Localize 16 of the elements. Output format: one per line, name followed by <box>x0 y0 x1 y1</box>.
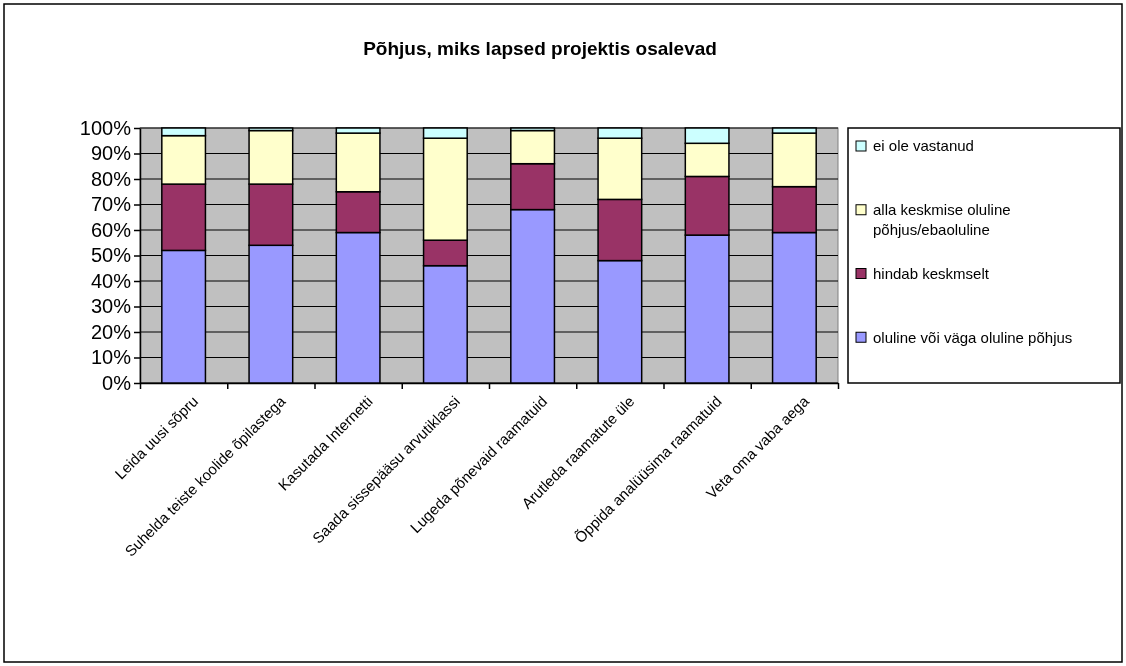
legend-label: alla keskmise oluline põhjus/ebaoluline <box>873 201 1011 238</box>
y-tick-label: 80% <box>90 167 132 190</box>
y-tick-label: 40% <box>90 269 132 292</box>
legend-label: oluline või väga oluline põhjus <box>873 328 1073 346</box>
y-tick-label: 30% <box>90 295 132 318</box>
legend-label: ei ole vastanud <box>873 137 974 155</box>
y-tick-label: 20% <box>90 320 132 343</box>
y-tick-label: 70% <box>90 193 132 216</box>
y-tick-label: 90% <box>90 142 132 165</box>
y-tick-label: 10% <box>90 346 132 369</box>
y-tick-label: 60% <box>90 218 132 241</box>
y-tick-label: 0% <box>102 371 132 394</box>
legend-label: hindab keskmselt <box>873 264 990 282</box>
y-tick-label: 100% <box>79 116 132 139</box>
y-tick-label: 50% <box>90 244 132 267</box>
chart-title: Põhjus, miks lapsed projektis osalevad <box>363 38 717 59</box>
